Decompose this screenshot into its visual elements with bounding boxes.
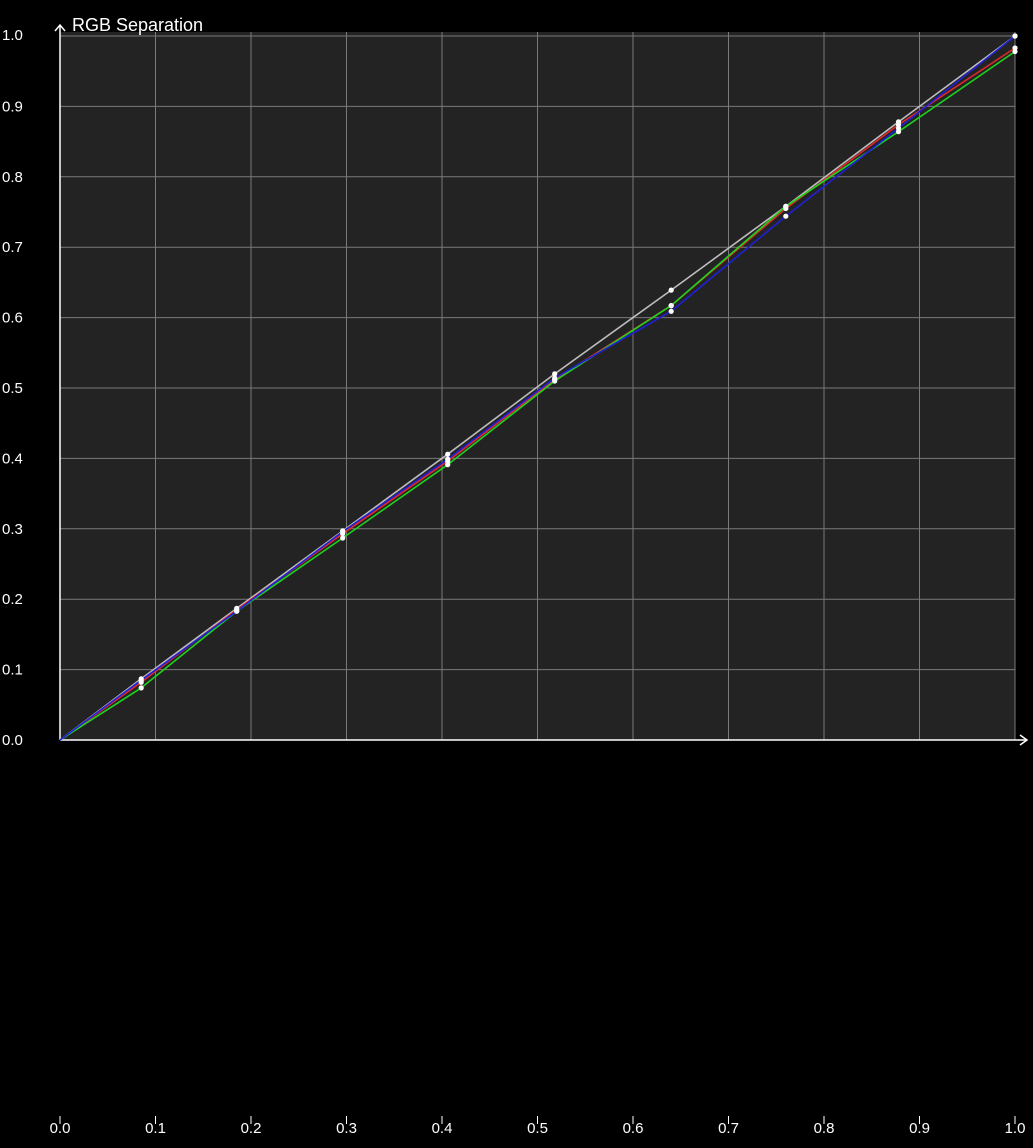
data-point — [668, 303, 674, 309]
data-point — [138, 677, 144, 683]
x-tick-label: 0.8 — [814, 1120, 835, 1137]
x-axis-arrow — [1019, 734, 1029, 746]
y-tick-label: 0.0 — [2, 732, 23, 749]
marker-group — [138, 33, 1018, 691]
series-line-0 — [59, 35, 1016, 741]
data-point — [552, 375, 558, 381]
x-tick-label: 0.4 — [432, 1120, 453, 1137]
y-tick-label: 0.1 — [2, 662, 23, 679]
y-axis-arrow — [54, 23, 66, 32]
y-tick-label: 0.9 — [2, 98, 23, 115]
y-tick-label: 0.2 — [2, 591, 23, 608]
data-point — [668, 308, 674, 314]
chart-title: RGB Separation — [72, 15, 203, 35]
y-tick-labels: 0.0 0.1 0.2 0.3 0.4 0.5 0.6 0.7 0.8 0.9 1.0 — [2, 27, 23, 749]
x-tick-labels: 0.0 0.1 0.2 0.3 0.4 0.5 0.6 0.7 0.8 0.9 1.0 — [50, 1116, 1026, 1137]
y-tick-label: 0.7 — [2, 239, 23, 256]
x-tick-label: 0.7 — [718, 1120, 739, 1137]
data-point — [445, 456, 451, 462]
data-point — [340, 529, 346, 535]
data-point — [340, 535, 346, 541]
axes — [54, 23, 1029, 746]
data-point — [138, 685, 144, 691]
series-group — [59, 35, 1016, 741]
x-tick-label: 0.2 — [241, 1120, 262, 1137]
y-tick-label: 0.5 — [2, 380, 23, 397]
x-tick-label: 0.5 — [527, 1120, 548, 1137]
data-point — [1012, 33, 1018, 39]
data-point — [552, 371, 558, 377]
x-tick-label: 1.0 — [1005, 1120, 1026, 1137]
x-tick-label: 0.0 — [50, 1120, 71, 1137]
x-tick-label: 0.3 — [336, 1120, 357, 1137]
data-point — [445, 451, 451, 457]
data-point — [668, 287, 674, 293]
y-tick-label: 0.8 — [2, 169, 23, 186]
data-point — [1012, 48, 1018, 55]
data-point — [783, 203, 789, 209]
series-line-3 — [59, 35, 1016, 741]
y-tick-label: 1.0 — [2, 27, 23, 44]
y-tick-label: 0.4 — [2, 450, 23, 467]
x-tick-label: 0.6 — [623, 1120, 644, 1137]
data-point — [783, 213, 789, 219]
data-point — [445, 462, 451, 468]
y-tick-label: 0.6 — [2, 310, 23, 327]
x-tick-label: 0.1 — [145, 1120, 166, 1137]
series-line-2 — [59, 50, 1016, 741]
data-point — [234, 608, 240, 614]
data-point — [895, 125, 902, 131]
x-tick-label: 0.9 — [909, 1120, 930, 1137]
grid-horizontal — [60, 35, 1015, 671]
y-tick-label: 0.3 — [2, 521, 23, 538]
grid-vertical — [155, 32, 1016, 740]
